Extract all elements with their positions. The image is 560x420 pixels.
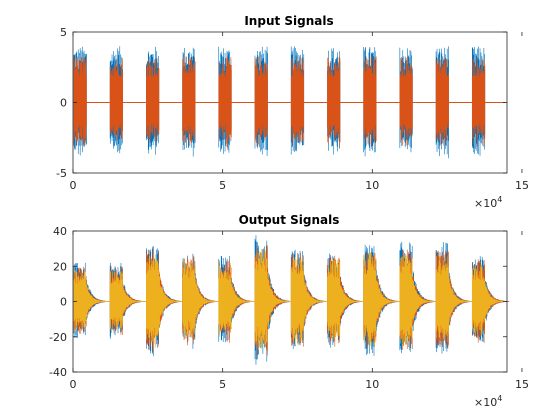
output-y-tick-label: 0 bbox=[60, 296, 67, 309]
output-series-3-burst bbox=[73, 270, 108, 332]
output-series-3-burst bbox=[471, 264, 507, 337]
input-signals-ticks: 0 5 10 15-505 bbox=[56, 26, 529, 192]
input-x-tick-label: 0 bbox=[70, 179, 77, 192]
output-x-tick-label: 0 bbox=[70, 378, 77, 391]
input-signals-title: Input Signals bbox=[244, 14, 333, 28]
input-series-2-burst bbox=[399, 57, 413, 146]
input-signals-plot-area bbox=[73, 46, 505, 159]
input-series-2-burst bbox=[327, 56, 341, 148]
output-signals-title: Output Signals bbox=[239, 213, 340, 227]
input-y-tick-label: 5 bbox=[60, 26, 67, 39]
output-signals-axes: Output Signals 0 5 10 15 -40 -20 0 20 40 ×104 bbox=[49, 213, 529, 409]
input-series-2-burst bbox=[363, 56, 377, 147]
output-signals-ticks: 0 5 10 15 -40 -20 0 20 40 bbox=[49, 225, 529, 391]
output-series-3 bbox=[73, 248, 507, 351]
output-y-tick-label: 40 bbox=[53, 225, 67, 238]
output-x-tick-label: 5 bbox=[219, 378, 226, 391]
output-y-tick-label: 20 bbox=[53, 260, 67, 273]
output-signals-x-exponent: ×104 bbox=[474, 394, 502, 409]
input-series-2-burst bbox=[73, 56, 87, 146]
input-y-tick-label: 0 bbox=[60, 97, 67, 110]
output-y-tick-label: -20 bbox=[49, 331, 67, 344]
output-series-3-burst bbox=[146, 254, 181, 348]
input-signals-axes: Input Signals 0 5 10 15-505 ×104 bbox=[56, 14, 529, 210]
output-x-tick-label: 10 bbox=[365, 378, 379, 391]
input-x-tick-label: 5 bbox=[219, 179, 226, 192]
output-series-3-burst bbox=[182, 259, 217, 339]
output-y-tick-label: -40 bbox=[49, 366, 67, 379]
input-series-2-burst bbox=[290, 57, 305, 146]
output-series-3-burst bbox=[399, 255, 434, 346]
output-series-3-burst bbox=[290, 257, 326, 346]
output-series-3-burst bbox=[327, 259, 362, 340]
input-x-tick-label: 10 bbox=[365, 179, 379, 192]
input-signals-x-exponent: ×104 bbox=[474, 195, 502, 210]
output-series-3-burst bbox=[363, 252, 398, 348]
output-series-3-burst bbox=[435, 256, 470, 342]
input-series-2 bbox=[73, 56, 505, 149]
input-x-tick-label: 15 bbox=[515, 179, 529, 192]
input-series-2-burst bbox=[146, 57, 160, 143]
input-series-2-burst bbox=[109, 58, 123, 141]
output-x-tick-label: 15 bbox=[515, 378, 529, 391]
input-series-2-burst bbox=[435, 57, 449, 146]
input-series-2-burst bbox=[218, 56, 232, 149]
output-series-3-burst bbox=[218, 263, 253, 337]
output-series-3-burst bbox=[254, 248, 289, 351]
input-series-2-burst bbox=[182, 56, 196, 146]
output-series-3-burst bbox=[109, 270, 144, 331]
input-y-tick-label: -5 bbox=[56, 167, 67, 180]
output-signals-plot-area bbox=[73, 235, 510, 365]
input-series-2-burst bbox=[254, 56, 268, 147]
input-series-2-burst bbox=[471, 57, 486, 147]
